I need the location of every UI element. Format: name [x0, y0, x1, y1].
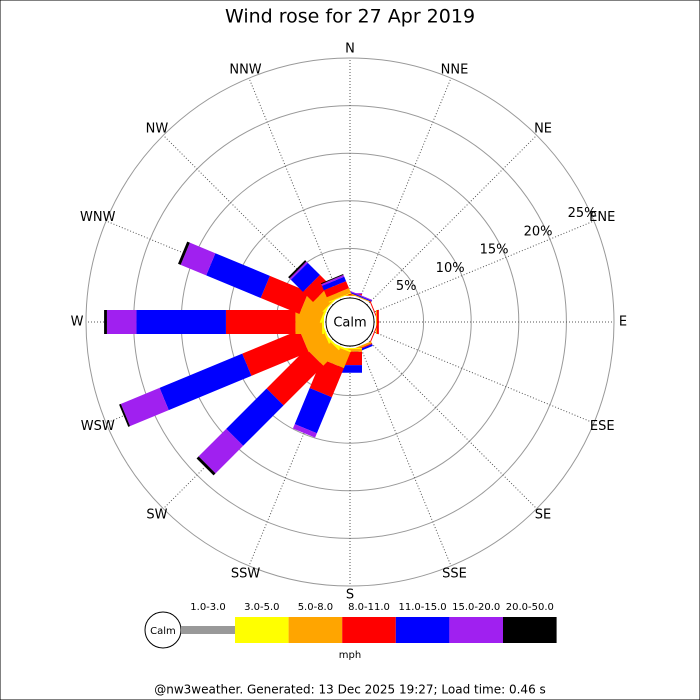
legend-calm-label: Calm [150, 626, 176, 637]
spoke [248, 77, 342, 301]
direction-label: NW [146, 121, 169, 136]
bar-segment [260, 275, 309, 315]
legend-swatch [288, 617, 343, 643]
legend-swatch [503, 617, 557, 643]
spoke [358, 77, 452, 301]
bar-segment [106, 310, 137, 334]
bar-segment [180, 242, 216, 276]
bar-segment [338, 295, 362, 296]
bar-segment [349, 291, 372, 302]
bar-segment [328, 292, 352, 303]
bar-segment [119, 403, 131, 427]
legend-label: 8.0-11.0 [348, 602, 390, 613]
bar-segment [321, 274, 345, 286]
legend-swatch [449, 617, 503, 643]
bar-segment [294, 388, 332, 434]
ring-label: 25% [568, 206, 597, 221]
unit-label: mph [339, 650, 361, 661]
legend-label: 3.0-5.0 [244, 602, 279, 613]
bar-segment [178, 241, 190, 265]
direction-label: NE [534, 121, 552, 136]
bar-segment [349, 290, 373, 301]
legend-swatch [181, 626, 235, 634]
direction-label: W [71, 315, 84, 330]
footer: @nw3weather. Generated: 13 Dec 2025 19:2… [154, 683, 546, 697]
direction-label: SSW [231, 567, 261, 582]
bar-segment [198, 428, 244, 474]
bar-segment [322, 276, 347, 291]
spoke [366, 338, 538, 510]
bar-segment [338, 294, 362, 296]
direction-label: ENE [589, 210, 615, 225]
bar-segment [225, 310, 296, 334]
legend-label: 1.0-3.0 [190, 602, 225, 613]
ring-label: 5% [396, 279, 417, 294]
calm-circle [325, 297, 375, 347]
bar-segment [196, 456, 216, 476]
bar-segment [292, 424, 317, 438]
direction-label: ESE [590, 419, 615, 434]
legend-swatch [395, 617, 450, 643]
bar-segment [266, 348, 324, 406]
bar-segment [375, 310, 377, 334]
direction-label: SSE [442, 567, 467, 582]
ring-label: 20% [524, 224, 553, 239]
bar-segment [242, 329, 309, 376]
chart-title: Wind rose for 27 Apr 2019 [225, 6, 475, 28]
calm-label: Calm [333, 316, 366, 331]
legend-swatch [235, 617, 289, 643]
bar-segment [338, 348, 362, 349]
bar-segment [326, 288, 351, 302]
direction-label: WSW [81, 419, 115, 434]
bar-segment [348, 292, 372, 303]
legend-label: 15.0-20.0 [452, 602, 500, 613]
direction-label: SE [535, 508, 551, 523]
bar-segment [323, 281, 349, 298]
ring-label: 10% [436, 261, 465, 276]
bar-segment [290, 262, 320, 292]
legend-label: 11.0-15.0 [399, 602, 447, 613]
bar-segment [104, 310, 107, 334]
spoke [371, 330, 595, 424]
bar-segment [338, 365, 362, 373]
direction-label: WNW [80, 210, 116, 225]
direction-label: SW [146, 508, 167, 523]
direction-label: E [619, 315, 627, 330]
bar-segment [289, 261, 308, 280]
bar-segment [369, 320, 380, 344]
bar-segment [302, 274, 331, 303]
spoke [371, 220, 595, 314]
legend-label: 5.0-8.0 [298, 602, 333, 613]
spoke [366, 134, 538, 306]
bar-segment [226, 388, 284, 446]
legend-swatch [342, 617, 396, 643]
bar-segment [288, 260, 307, 279]
direction-label: N [345, 42, 355, 57]
direction-label: NNE [441, 62, 469, 77]
legend-label: 20.0-50.0 [506, 602, 554, 613]
bar-segment [320, 274, 344, 285]
bar-segment [120, 387, 169, 427]
bar-segment [206, 253, 270, 298]
direction-label: S [346, 588, 354, 603]
bar-segment [376, 310, 379, 334]
bar-segment [159, 353, 252, 411]
spoke [358, 343, 452, 567]
ring [85, 57, 615, 587]
ring-label: 15% [480, 243, 509, 258]
direction-label: NNW [229, 62, 261, 77]
bar-segment [136, 310, 226, 334]
